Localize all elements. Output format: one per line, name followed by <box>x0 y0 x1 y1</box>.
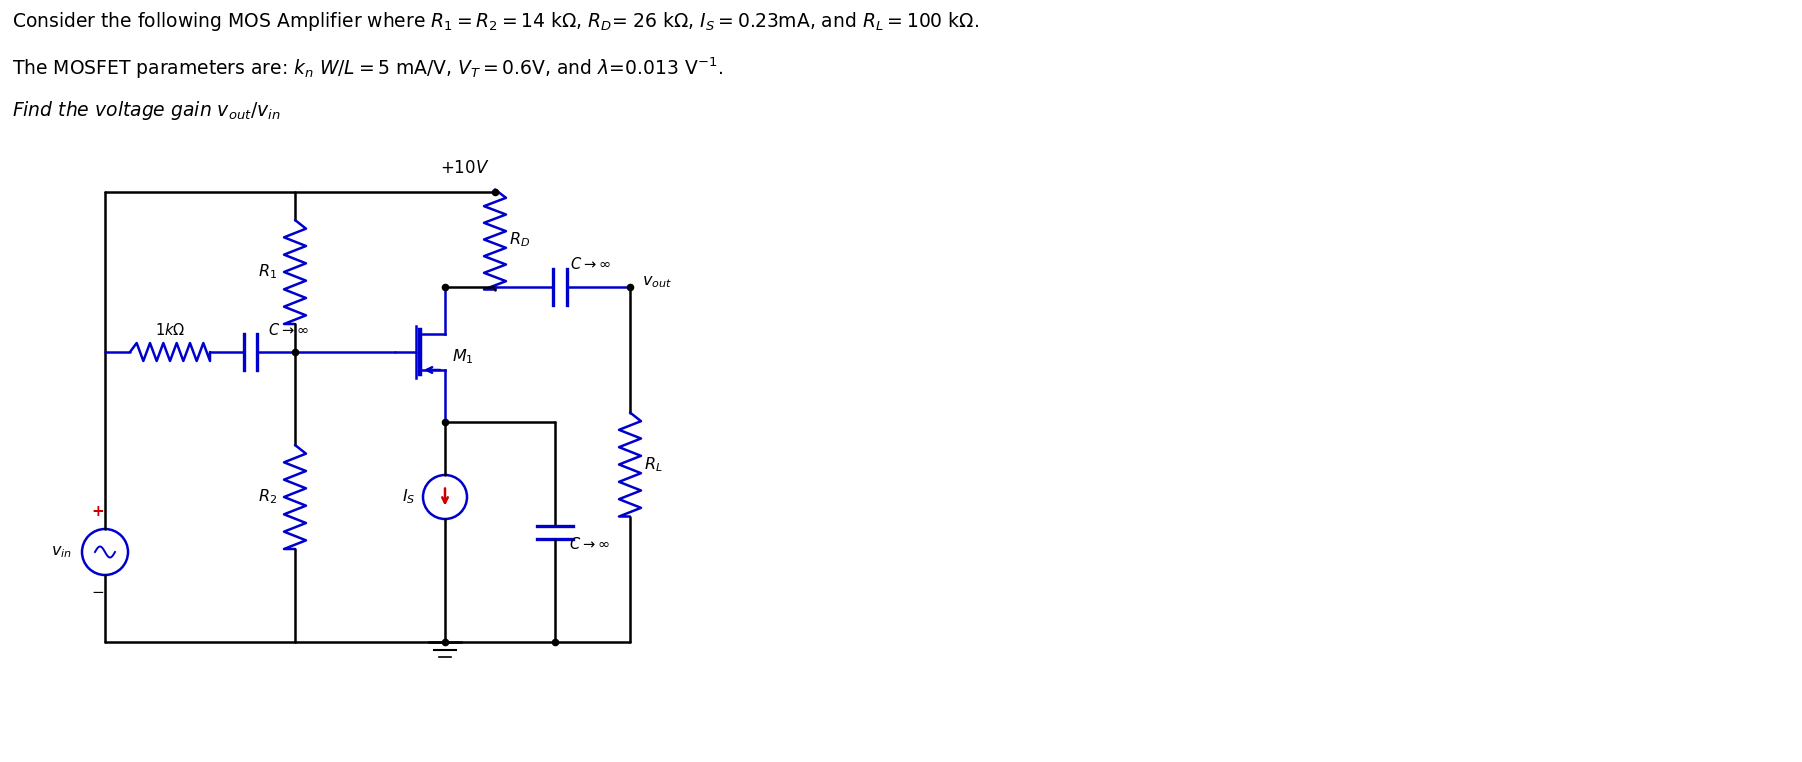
Point <box>481 186 510 198</box>
Text: $C \to \infty$: $C \to \infty$ <box>569 536 609 552</box>
Text: $v_{in}$: $v_{in}$ <box>50 544 72 560</box>
Text: $v_{out}$: $v_{out}$ <box>642 274 672 290</box>
Text: $+10V$: $+10V$ <box>440 159 490 177</box>
Text: The MOSFET parameters are: $k_n$ $W/L = 5$ mA/V, $V_T = 0.6$V, and $\lambda$=0.0: The MOSFET parameters are: $k_n$ $W/L = … <box>13 55 723 81</box>
Text: +: + <box>92 504 105 519</box>
Text: $-$: $-$ <box>92 583 105 598</box>
Text: $1k\Omega$: $1k\Omega$ <box>155 322 186 338</box>
Text: Find the voltage gain $v_{out}/v_{in}$: Find the voltage gain $v_{out}/v_{in}$ <box>13 99 281 122</box>
Point <box>431 636 460 648</box>
Text: $C \to \infty$: $C \to \infty$ <box>569 256 611 272</box>
Text: $M_1$: $M_1$ <box>452 347 474 367</box>
Text: $R_D$: $R_D$ <box>508 230 530 249</box>
Text: $R_L$: $R_L$ <box>643 455 663 474</box>
Point <box>616 281 645 293</box>
Point <box>541 636 569 648</box>
Text: $I_S$: $I_S$ <box>402 488 414 507</box>
Text: $R_2$: $R_2$ <box>258 488 278 507</box>
Text: Consider the following MOS Amplifier where $R_1 = R_2 = 14$ k$\Omega$, $R_D$= 26: Consider the following MOS Amplifier whe… <box>13 10 978 33</box>
Point <box>431 416 460 428</box>
Text: $R_1$: $R_1$ <box>258 263 278 281</box>
Point <box>431 281 460 293</box>
Point <box>281 346 310 358</box>
Text: $C \to \infty$: $C \to \infty$ <box>268 322 308 338</box>
